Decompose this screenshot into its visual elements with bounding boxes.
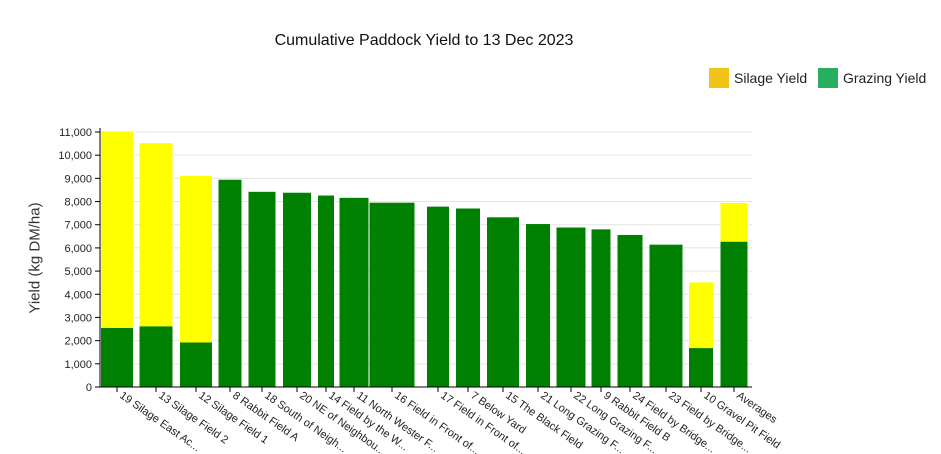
bar-grazing-yield [720, 241, 748, 387]
bar-silage-yield [101, 131, 133, 328]
legend-item-grazing[interactable]: Grazing Yield [818, 67, 926, 89]
legend-swatch-grazing [818, 68, 838, 88]
bar-grazing-yield [218, 179, 242, 387]
legend-swatch-silage [709, 68, 729, 88]
bar-grazing-yield [318, 195, 334, 387]
legend-item-silage[interactable]: Silage Yield [709, 67, 807, 89]
y-tick-label: 9,000 [64, 173, 92, 185]
legend-label-silage: Silage Yield [734, 70, 808, 86]
y-tick-label: 10,000 [58, 150, 92, 162]
y-tick-label: 11,000 [59, 127, 92, 139]
bar-grazing-yield [689, 348, 713, 387]
y-tick-label: 4,000 [64, 289, 92, 301]
bar-grazing-yield [369, 202, 415, 387]
bar-grazing-yield [101, 327, 133, 387]
bar-grazing-yield [591, 229, 611, 387]
bar-grazing-yield [649, 244, 683, 387]
bar-grazing-yield [427, 206, 449, 387]
bar-grazing-yield [526, 224, 550, 387]
bar-grazing-yield [283, 192, 311, 387]
bar-grazing-yield [139, 326, 173, 387]
y-tick-label: 5,000 [64, 266, 92, 278]
bar-grazing-yield [456, 208, 480, 387]
bar-grazing-yield [617, 234, 643, 387]
bar-silage-yield [139, 143, 173, 327]
y-tick-label: 1,000 [64, 359, 92, 371]
bar-silage-yield [689, 282, 713, 349]
bar-grazing-yield [248, 191, 276, 387]
y-tick-label: 7,000 [64, 220, 92, 232]
y-tick-label: 2,000 [64, 336, 92, 348]
bar-grazing-yield [487, 217, 519, 387]
bar-grazing-yield [180, 342, 212, 387]
y-tick-label: 8,000 [64, 197, 92, 209]
bar-silage-yield [720, 202, 748, 242]
legend-label-grazing: Grazing Yield [843, 70, 927, 86]
bar-silage-yield [180, 176, 212, 343]
y-tick-label: 0 [86, 382, 92, 394]
y-tick-label: 6,000 [64, 243, 92, 255]
chart-title: Cumulative Paddock Yield to 13 Dec 2023 [274, 32, 574, 49]
bar-grazing-yield [556, 227, 586, 387]
bar-grazing-yield [339, 197, 369, 387]
y-tick-label: 3,000 [64, 312, 92, 324]
